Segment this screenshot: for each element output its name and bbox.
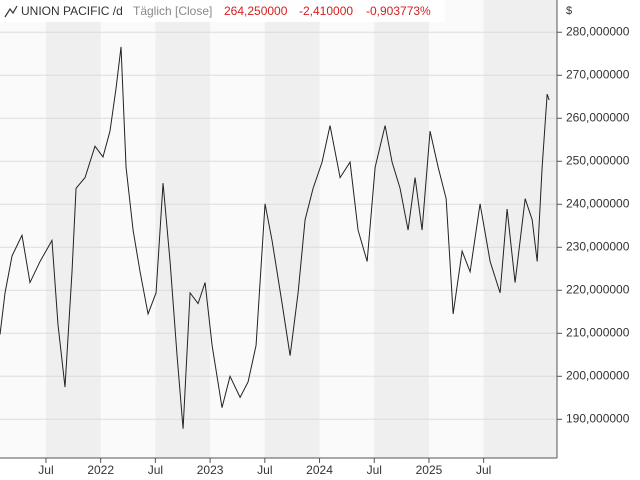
y-unit: $ xyxy=(566,5,572,17)
y-tick-label: 220,000000 xyxy=(566,282,630,296)
y-tick-label: 260,000000 xyxy=(566,110,630,124)
y-tick-label: 190,000000 xyxy=(566,411,630,425)
band xyxy=(374,0,429,458)
x-tick-label: Jul xyxy=(257,463,272,477)
y-tick-label: 210,000000 xyxy=(566,325,630,339)
last-value: 264,250000 xyxy=(224,4,288,18)
x-tick-label: 2024 xyxy=(306,463,333,477)
band xyxy=(45,0,101,458)
plot: 190,000000 200,000000 210,000000 220,000000… xyxy=(0,0,630,477)
x-tick-label: Jul xyxy=(148,463,163,477)
change-percent: -0,903773% xyxy=(366,4,431,18)
y-tick-label: 250,000000 xyxy=(566,153,630,167)
band xyxy=(155,0,211,458)
x-tick-label: 2022 xyxy=(87,463,114,477)
band xyxy=(483,0,557,458)
price-line xyxy=(0,46,550,429)
chart-title: UNION PACIFIC /d xyxy=(21,4,123,18)
x-tick-label: 2023 xyxy=(197,463,224,477)
x-tick-label: 2025 xyxy=(416,463,443,477)
y-tick-label: 230,000000 xyxy=(566,239,630,253)
x-tick-label: Jul xyxy=(476,463,491,477)
y-tick-label: 200,000000 xyxy=(566,368,630,382)
x-tick-label: Jul xyxy=(367,463,382,477)
y-tick-label: 280,000000 xyxy=(566,24,630,38)
y-tick-label: 240,000000 xyxy=(566,196,630,210)
band xyxy=(264,0,320,458)
header-bg xyxy=(0,0,445,22)
interval: Täglich [Close] xyxy=(133,4,212,18)
y-tick-label: 270,000000 xyxy=(566,67,630,81)
axis-area-bottom xyxy=(0,458,640,480)
x-tick-label: Jul xyxy=(38,463,53,477)
change: -2,410000 xyxy=(299,4,353,18)
axis-area xyxy=(557,0,640,480)
chart-icon xyxy=(4,5,18,18)
